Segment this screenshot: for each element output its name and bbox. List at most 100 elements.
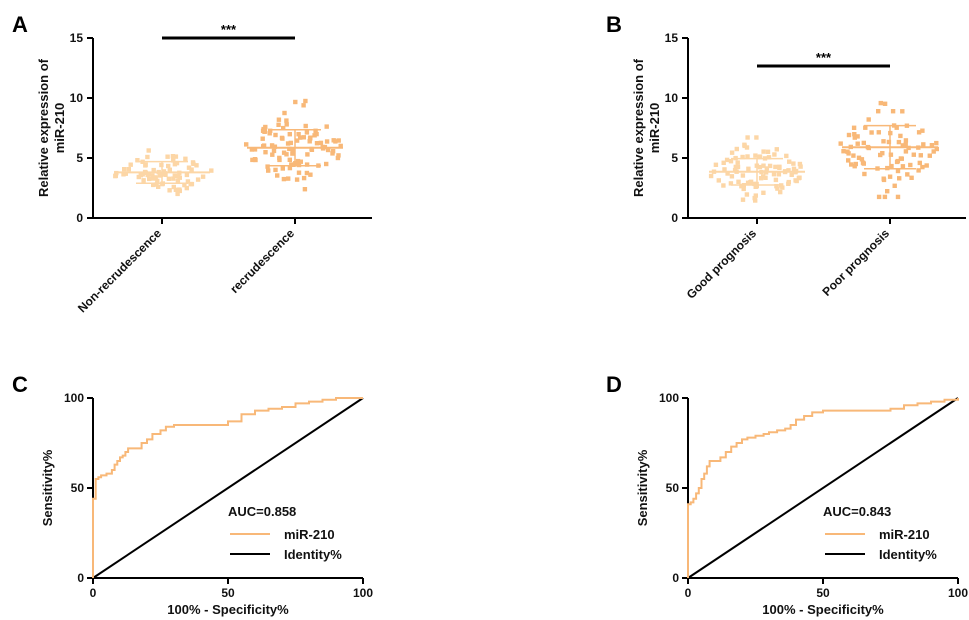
data-point: [921, 142, 926, 147]
data-point: [846, 132, 852, 138]
data-point: [786, 168, 791, 173]
data-point: [284, 118, 289, 123]
data-point: [753, 193, 758, 198]
data-point: [294, 138, 300, 143]
data-point: [301, 135, 306, 140]
data-point: [917, 160, 922, 166]
data-point: [863, 125, 868, 130]
data-point: [892, 183, 897, 188]
data-point: [757, 154, 762, 160]
data-point: [281, 150, 287, 155]
x-axis-title: 100% - Specificity%: [762, 602, 884, 617]
data-point: [338, 143, 343, 149]
data-point: [324, 139, 330, 144]
data-point: [298, 159, 303, 164]
data-point: [859, 157, 865, 162]
data-point: [287, 157, 292, 162]
data-point: [898, 133, 903, 139]
data-point: [273, 167, 278, 173]
data-point: [209, 168, 214, 173]
data-point: [308, 172, 313, 177]
identity-line: [92, 397, 364, 579]
data-point: [918, 153, 923, 158]
data-point: [729, 150, 735, 155]
data-point: [745, 180, 751, 185]
data-point: [177, 188, 182, 194]
data-point: [289, 162, 294, 167]
data-point: [903, 149, 909, 154]
roc-curve: [92, 397, 363, 578]
data-point: [765, 149, 771, 154]
data-point: [250, 157, 255, 163]
data-point: [171, 158, 176, 163]
data-point: [166, 176, 172, 181]
data-point: [135, 158, 140, 163]
data-point: [184, 172, 190, 178]
data-point: [908, 162, 913, 168]
data-point: [145, 172, 150, 178]
y-axis-title: miR-210: [647, 103, 662, 154]
data-point: [916, 130, 922, 135]
data-point: [900, 143, 905, 148]
data-point: [798, 164, 803, 169]
data-point: [761, 174, 766, 179]
data-point: [929, 143, 935, 148]
data-point: [734, 146, 739, 152]
data-point: [324, 161, 329, 167]
data-point: [903, 142, 908, 147]
y-tick-label: 15: [665, 31, 679, 45]
data-point: [888, 152, 894, 157]
y-tick-label: 5: [671, 151, 678, 165]
x-tick-label: 50: [221, 586, 235, 600]
x-tick-label: 0: [685, 586, 692, 600]
roc-curve: [687, 398, 959, 578]
data-point: [761, 190, 766, 195]
data-point: [905, 172, 910, 177]
y-tick-label: 10: [70, 91, 84, 105]
data-point: [273, 132, 278, 138]
data-point: [849, 162, 854, 167]
data-point: [860, 160, 866, 165]
panel-label-C: C: [12, 372, 28, 397]
data-point: [288, 140, 293, 146]
panel-label-A: A: [12, 12, 28, 37]
y-axis-title: Sensitivity%: [635, 449, 650, 526]
x-axis-title: 100% - Specificity%: [167, 602, 289, 617]
y-tick-label: 0: [77, 571, 84, 585]
data-point: [153, 176, 158, 181]
data-point: [761, 163, 766, 168]
data-point: [774, 184, 779, 189]
data-point: [909, 175, 914, 180]
data-point: [281, 176, 287, 182]
data-point: [797, 161, 803, 167]
data-point: [171, 184, 176, 190]
data-point: [301, 103, 306, 108]
data-point: [846, 158, 851, 163]
data-point: [287, 132, 292, 137]
data-point: [735, 164, 741, 170]
data-point: [920, 128, 925, 133]
data-point: [740, 173, 746, 178]
y-tick-label: 100: [659, 391, 679, 405]
data-point: [123, 171, 128, 176]
data-point: [876, 109, 881, 114]
data-point: [774, 147, 779, 152]
auc-label: AUC=0.843: [823, 504, 891, 519]
data-point: [881, 139, 886, 144]
y-tick-label: 5: [76, 151, 83, 165]
data-point: [304, 170, 310, 176]
data-point: [882, 194, 888, 200]
data-point: [742, 142, 747, 147]
data-point: [890, 109, 896, 114]
data-point: [184, 185, 189, 191]
data-point: [172, 173, 177, 178]
auc-label: AUC=0.858: [228, 504, 296, 519]
data-point: [855, 134, 860, 139]
data-point: [147, 176, 152, 182]
data-point: [924, 163, 929, 168]
data-point: [189, 167, 194, 172]
data-point: [789, 172, 794, 177]
data-point: [265, 164, 270, 169]
data-point: [272, 144, 278, 149]
data-point: [263, 150, 268, 155]
